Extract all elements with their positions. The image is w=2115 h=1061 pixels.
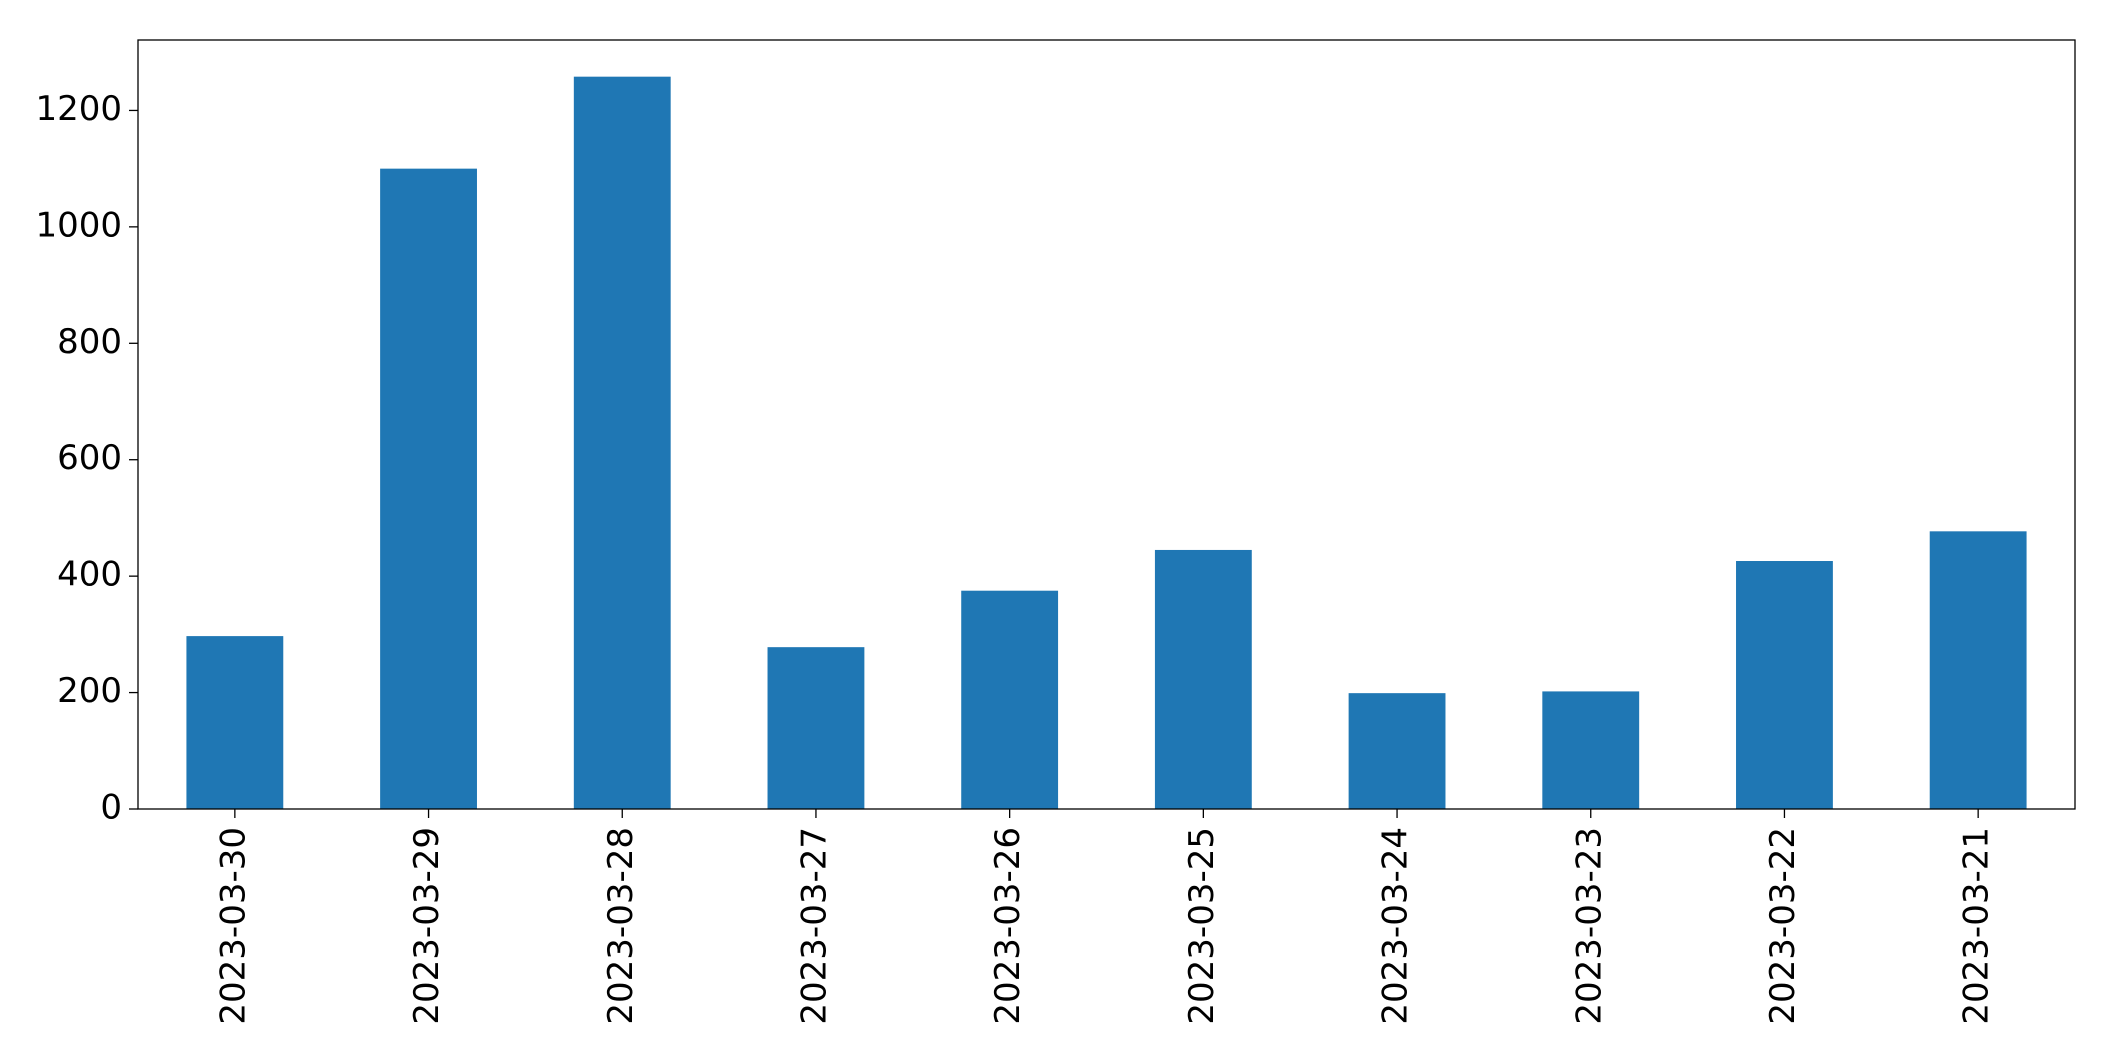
x-tick-label: 2023-03-27: [794, 827, 834, 1025]
y-tick-label: 800: [57, 322, 122, 362]
bar: [1348, 693, 1446, 809]
y-tick-label: 1200: [35, 89, 122, 129]
bar: [1929, 531, 2027, 809]
bar: [573, 76, 671, 809]
x-tick-label: 2023-03-23: [1569, 827, 1609, 1025]
x-tick-label: 2023-03-22: [1763, 827, 1803, 1025]
x-tick-label: 2023-03-28: [601, 827, 641, 1025]
bar: [186, 636, 284, 809]
bar: [1736, 561, 1833, 809]
plot-frame: [137, 39, 2076, 810]
bar: [767, 647, 865, 809]
y-tick-label: 600: [57, 438, 122, 478]
x-tick-label: 2023-03-30: [213, 827, 253, 1025]
y-tick-label: 1000: [35, 205, 122, 245]
x-tick-label: 2023-03-26: [988, 827, 1028, 1025]
y-tick-label: 200: [57, 671, 122, 711]
y-tick-label: 0: [100, 788, 122, 828]
bar: [1542, 691, 1640, 809]
bar: [380, 168, 477, 809]
x-tick-label: 2023-03-29: [407, 827, 447, 1025]
y-tick-label: 400: [57, 555, 122, 595]
x-tick-label: 2023-03-24: [1376, 827, 1416, 1025]
bar: [961, 590, 1059, 809]
x-tick-label: 2023-03-25: [1182, 827, 1222, 1025]
x-tick-label: 2023-03-21: [1957, 827, 1997, 1025]
bar: [1154, 549, 1252, 809]
